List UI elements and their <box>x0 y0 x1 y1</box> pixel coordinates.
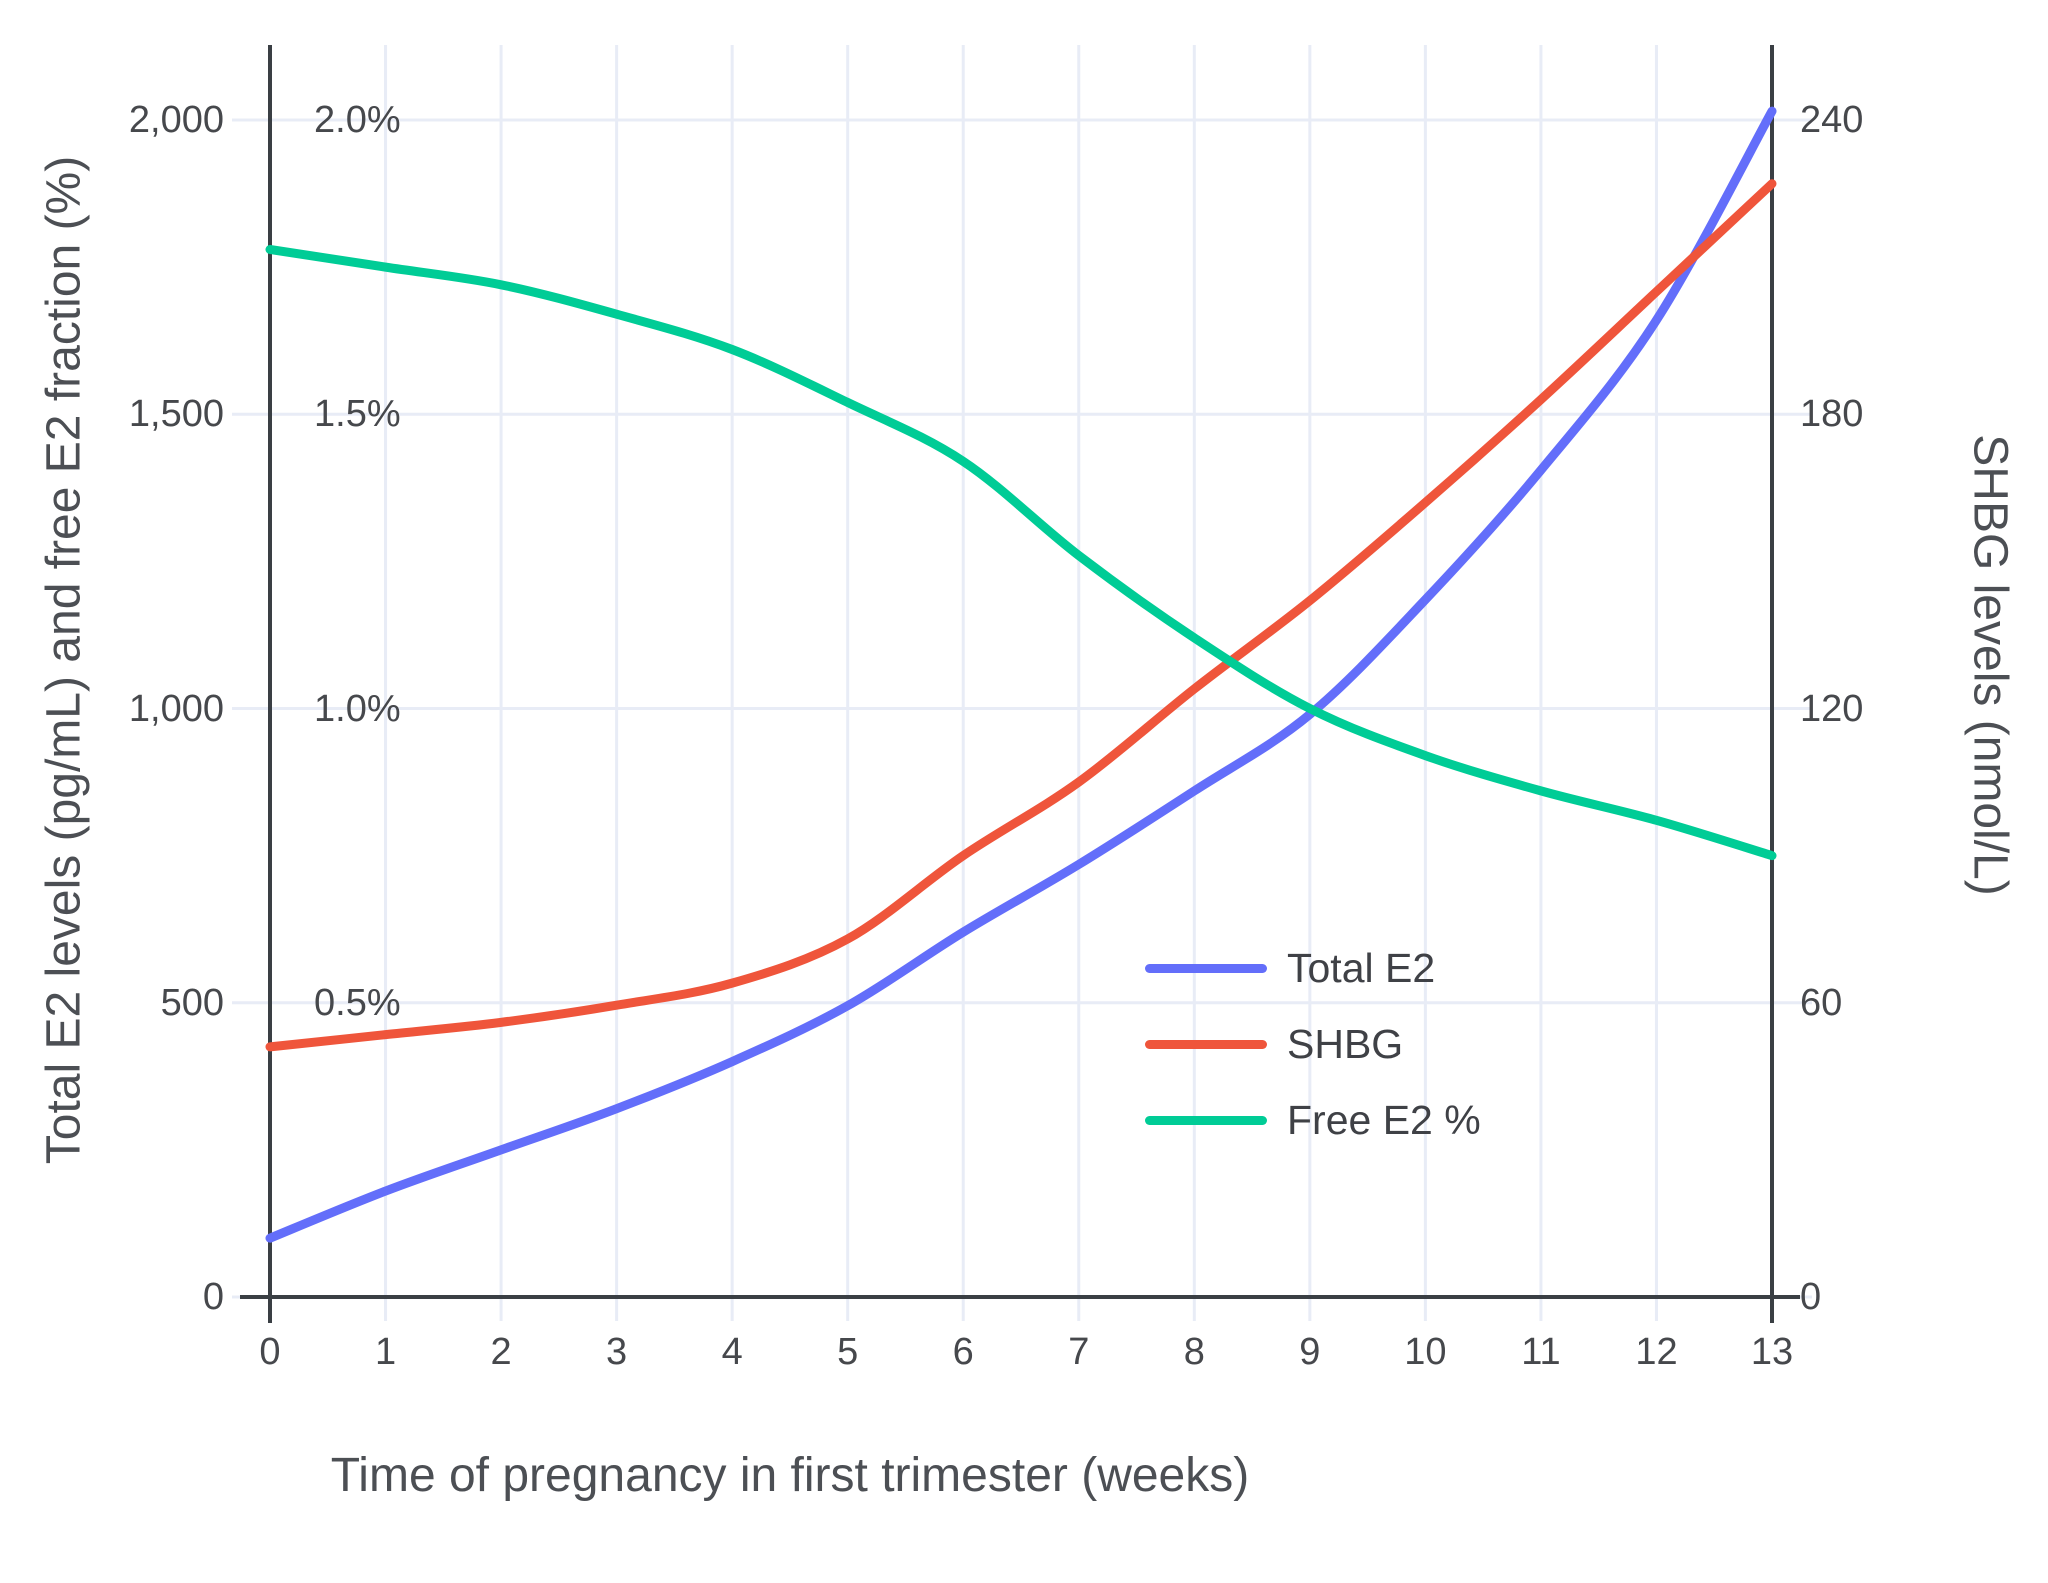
x-tick-label: 10 <box>1404 1331 1447 1373</box>
right-tick-label: 120 <box>1800 687 1864 730</box>
series-line-free-e2- <box>265 244 1777 861</box>
left-tick-label: 1,000 <box>128 687 224 730</box>
total-e2-line-swatch <box>1145 963 1267 973</box>
x-tick-label: 5 <box>837 1331 859 1373</box>
legend-item-total-e2[interactable]: Total E2 <box>1145 942 1481 994</box>
y-axis-title-right: SHBG levels (nmol/L) <box>1963 434 2017 896</box>
left-tick-label: 1,500 <box>128 393 224 436</box>
legend-label-shbg: SHBG <box>1287 1020 1404 1067</box>
x-tick-label: 13 <box>1750 1331 1794 1373</box>
x-tick-label: 1 <box>374 1331 397 1373</box>
free-e2-line-swatch <box>1145 1115 1267 1125</box>
x-tick-label: 8 <box>1183 1331 1205 1373</box>
percent-tick-label: 1.0% <box>314 687 401 730</box>
gridlines <box>232 45 1812 1321</box>
y-axis-title-left: Total E2 levels (pg/mL) and free E2 frac… <box>37 155 91 1165</box>
legend-label-free-e2: Free E2 % <box>1287 1096 1481 1143</box>
legend-item-shbg[interactable]: SHBG <box>1145 1018 1481 1070</box>
percent-tick-label: 1.5% <box>314 393 401 436</box>
right-tick-label: 180 <box>1800 393 1864 436</box>
shbg-line-swatch <box>1145 1039 1267 1049</box>
right-tick-label: 240 <box>1800 99 1864 141</box>
percent-tick-label: 2.0% <box>314 99 401 141</box>
left-tick-label: 500 <box>160 981 224 1024</box>
x-axis-title: Time of pregnancy in first trimester (we… <box>330 1449 1250 1502</box>
left-tick-label: 2,000 <box>128 99 224 141</box>
x-tick-label: 9 <box>1299 1331 1321 1373</box>
legend-item-free-e2[interactable]: Free E2 % <box>1145 1094 1481 1146</box>
x-tick-label: 6 <box>952 1331 974 1373</box>
percent-tick-label: 0.5% <box>314 981 401 1024</box>
x-tick-label: 7 <box>1068 1331 1090 1373</box>
series-line-total-e2 <box>265 106 1777 1243</box>
legend: Total E2 SHBG Free E2 % <box>1145 942 1481 1146</box>
x-tick-label: 12 <box>1635 1331 1678 1373</box>
left-tick-label: 0 <box>202 1276 224 1318</box>
legend-label-total-e2: Total E2 <box>1287 944 1436 991</box>
x-tick-label: 4 <box>721 1331 743 1373</box>
x-tick-label: 3 <box>606 1331 628 1373</box>
x-tick-label: 0 <box>259 1331 281 1373</box>
right-tick-label: 0 <box>1800 1276 1822 1318</box>
axis-lines <box>240 45 1800 1323</box>
data-series <box>265 106 1777 1243</box>
x-tick-label: 11 <box>1521 1331 1561 1373</box>
series-line-shbg <box>265 179 1777 1052</box>
right-tick-label: 60 <box>1800 981 1843 1024</box>
x-tick-label: 2 <box>490 1331 512 1373</box>
